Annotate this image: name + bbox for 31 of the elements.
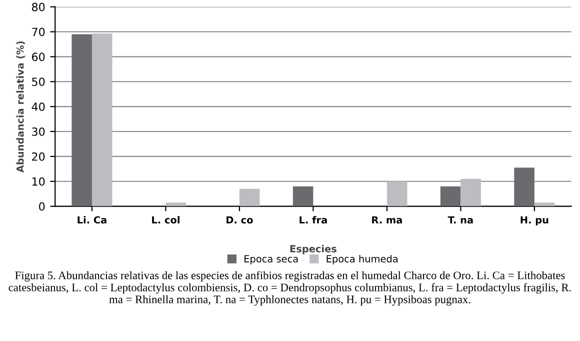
- x-tick-label: L. col: [152, 216, 180, 224]
- y-tick-label: 40: [32, 102, 45, 111]
- bar: [386, 181, 408, 206]
- y-axis-title: Abundancia relativa (%): [16, 41, 25, 173]
- x-tick-label: R. ma: [372, 216, 402, 224]
- legend-label: Epoca seca: [244, 255, 298, 264]
- bar: [166, 202, 186, 206]
- bar: [292, 186, 314, 206]
- y-tick-label: 0: [39, 202, 45, 211]
- bar: [514, 168, 534, 206]
- y-tick-label: 70: [32, 28, 45, 36]
- legend-label: Epoca humeda: [326, 254, 398, 264]
- x-tick-label: Li. Ca: [78, 216, 106, 224]
- bar: [239, 188, 260, 206]
- x-axis-title: Especies: [290, 244, 336, 254]
- bar: [440, 186, 461, 206]
- bar: [92, 34, 112, 206]
- y-tick-label: 20: [32, 152, 45, 161]
- x-tick-label: H. pu: [520, 216, 548, 226]
- bar: [460, 178, 481, 206]
- bar: [534, 202, 555, 206]
- bar: [72, 34, 92, 206]
- y-tick-label: 60: [32, 52, 45, 62]
- x-tick-label: T. na: [448, 216, 473, 224]
- x-tick-label: L. fra: [300, 216, 327, 224]
- y-tick-label: 30: [32, 127, 45, 136]
- y-tick-label: 80: [32, 2, 45, 12]
- y-tick-label: 10: [32, 177, 45, 186]
- text: Figura 5. Abundancias relativas de las especies de anfibios registradas en el humedal Charco de Oro. Li. Ca = Lithobates catesbeianus, L. col = Leptodactylus colombiensis, D. co = Dendropsophus columbianus, L. fra = Leptodactylus fragilis, R. ma = Rhinella marina, T. na = Typhlonectes natans, H. pu = Hypsiboas pugnax.: [8, 271, 571, 306]
- y-tick-label: 50: [32, 78, 45, 86]
- x-tick-label: D. co: [226, 216, 253, 224]
